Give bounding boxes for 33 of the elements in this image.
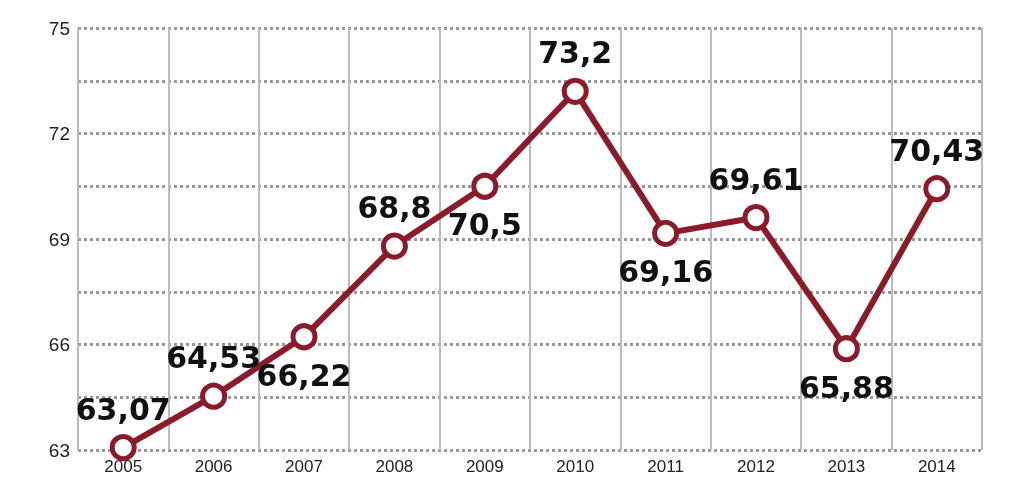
data-label: 68,8 [357,190,432,226]
y-tick-label: 72 [48,123,70,144]
x-tick-label: 2010 [556,457,595,476]
x-tick-label: 2008 [375,457,414,476]
point [200,382,228,410]
data-label: 63,07 [75,391,171,427]
x-tick-label: 2009 [465,457,504,476]
x-tick-label: 2012 [737,457,775,476]
y-tick-label: 69 [48,228,70,250]
y-tick-label: 63 [48,439,70,461]
point [742,204,770,232]
data-label: 70,43 [889,132,985,168]
point [832,335,860,363]
x-tick-label: 2011 [647,457,684,476]
point [290,323,318,351]
point [109,434,137,462]
point [652,219,680,247]
point [380,232,408,260]
point [923,175,951,203]
data-label: 73,2 [538,35,613,71]
point [471,172,499,200]
data-label: 65,88 [798,369,894,405]
x-tick-label: 2006 [194,457,233,476]
data-label: 69,61 [708,161,804,197]
x-tick-label: 2013 [827,457,866,476]
y-tick-label: 75 [48,17,70,39]
data-label: 70,5 [447,207,522,243]
x-tick-label: 2007 [285,457,323,476]
point [561,77,589,105]
data-label: 69,16 [618,254,714,290]
x-tick-label: 2014 [917,457,956,476]
y-tick-label: 66 [48,334,70,355]
x-tick-label: 2005 [104,457,143,476]
